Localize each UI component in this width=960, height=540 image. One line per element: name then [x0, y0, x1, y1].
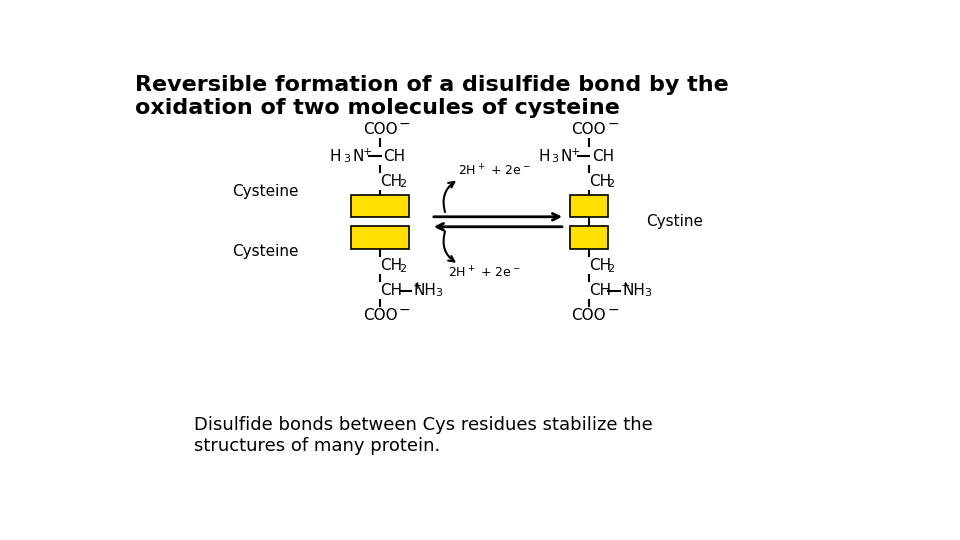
Text: COO: COO [571, 308, 606, 323]
Text: Cysteine: Cysteine [231, 184, 299, 199]
Text: CH: CH [380, 174, 402, 188]
FancyBboxPatch shape [351, 226, 409, 248]
Text: 2: 2 [399, 264, 406, 274]
Text: CH: CH [591, 149, 613, 164]
FancyBboxPatch shape [569, 195, 608, 218]
Text: 3: 3 [644, 288, 651, 299]
Text: COO: COO [363, 308, 397, 323]
Text: Reversible formation of a disulfide bond by the
oxidation of two molecules of cy: Reversible formation of a disulfide bond… [134, 75, 729, 118]
Text: CH: CH [588, 258, 611, 273]
Text: CH: CH [588, 174, 611, 188]
Text: 3: 3 [436, 288, 443, 299]
Text: 2: 2 [608, 264, 614, 274]
Text: Disulfide bonds between Cys residues stabilize the
structures of many protein.: Disulfide bonds between Cys residues sta… [194, 416, 653, 455]
Text: −: − [399, 117, 411, 131]
Text: +: + [363, 147, 372, 157]
Text: CH: CH [380, 258, 402, 273]
Text: 2H$^+$ + 2e$^-$: 2H$^+$ + 2e$^-$ [458, 163, 531, 179]
Text: 3: 3 [551, 154, 559, 164]
Text: −: − [608, 117, 619, 131]
Text: SH: SH [369, 228, 392, 246]
Text: S: S [584, 197, 594, 215]
Text: +: + [571, 147, 580, 157]
Text: −: − [399, 303, 411, 317]
Text: Cystine: Cystine [646, 214, 703, 230]
Text: NH: NH [622, 283, 645, 298]
Text: 3: 3 [344, 154, 350, 164]
Text: 2H$^+$ + 2e$^-$: 2H$^+$ + 2e$^-$ [448, 265, 521, 280]
FancyBboxPatch shape [569, 226, 608, 248]
Text: COO: COO [363, 122, 397, 137]
Text: NH: NH [414, 283, 437, 298]
Text: +: + [413, 281, 421, 291]
Text: CH: CH [380, 283, 402, 298]
Text: SH: SH [369, 197, 392, 215]
Text: N: N [352, 149, 364, 164]
FancyBboxPatch shape [351, 195, 409, 218]
Text: CH: CH [383, 149, 405, 164]
Text: COO: COO [571, 122, 606, 137]
Text: Cysteine: Cysteine [231, 245, 299, 259]
Text: CH: CH [588, 283, 611, 298]
Text: +: + [621, 281, 630, 291]
Text: H: H [539, 149, 550, 164]
Text: S: S [584, 228, 594, 246]
Text: 2: 2 [399, 179, 406, 189]
Text: N: N [561, 149, 572, 164]
Text: −: − [608, 303, 619, 317]
Text: H: H [330, 149, 342, 164]
Text: 2: 2 [608, 179, 614, 189]
